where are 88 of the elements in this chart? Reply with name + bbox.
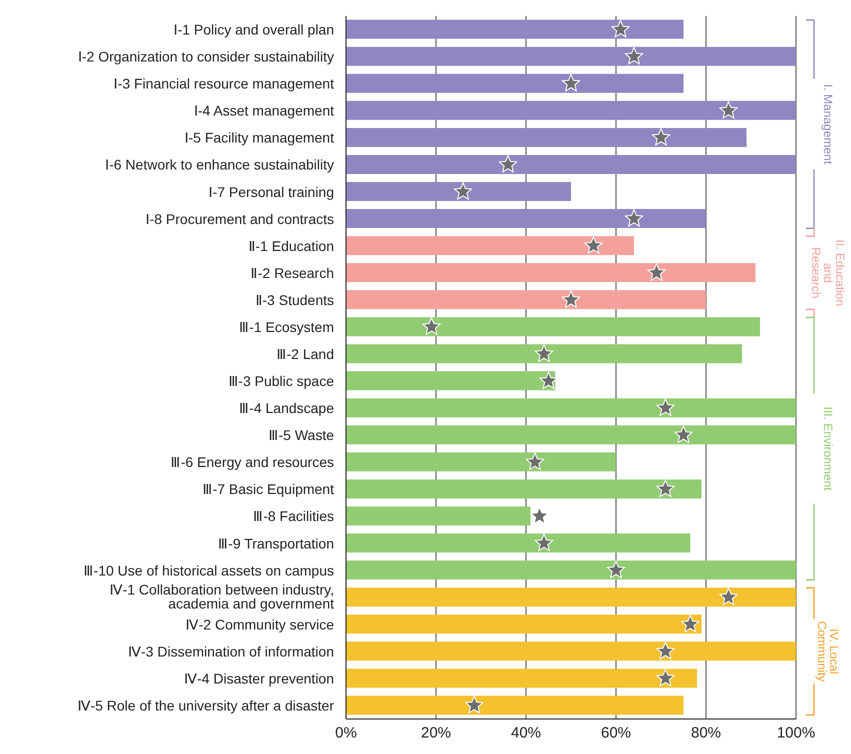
y-tick-label: Ⅲ-8 Facilities [253, 508, 334, 524]
y-tick-label: Ⅱ-3 Students [255, 292, 334, 308]
bar [346, 20, 684, 39]
point [647, 263, 666, 281]
point [606, 560, 626, 578]
y-tick-label: Ⅲ-3 Public space [228, 373, 334, 390]
y-tick-label: Ⅰ-4 Asset management [194, 102, 334, 119]
bar [346, 100, 796, 120]
bar [346, 696, 684, 715]
point [584, 236, 603, 254]
point [534, 534, 554, 552]
point [562, 74, 580, 92]
point [422, 317, 441, 335]
bar [346, 588, 796, 607]
x-tick-label: 0% [335, 724, 357, 742]
point [656, 398, 675, 416]
point [624, 209, 644, 227]
bar [346, 642, 796, 661]
bar [346, 560, 796, 580]
bar [346, 668, 697, 688]
bar [346, 317, 760, 336]
x-tick-label: 100% [776, 724, 816, 742]
bar [346, 263, 756, 282]
y-tick-label: Ⅳ-3 Dissemination of information [128, 643, 334, 660]
text: IV. Local Community [815, 621, 841, 682]
y-tick-label: Ⅲ-4 Landscape [239, 400, 334, 416]
point [562, 290, 580, 308]
point [539, 372, 558, 389]
bar [346, 534, 690, 553]
point [719, 101, 738, 118]
point [624, 47, 644, 64]
y-tick-label: Ⅰ-2 Organization to consider sustainability [78, 48, 334, 65]
point [681, 614, 700, 632]
y-tick-label: Ⅰ-8 Procurement and contracts [146, 210, 334, 227]
y-tick-label: Ⅱ-1 Education [248, 238, 334, 254]
bar [346, 128, 746, 147]
y-tick-label: Ⅲ-9 Transportation [218, 535, 334, 552]
bar [346, 452, 616, 472]
point [674, 426, 693, 443]
point [656, 642, 675, 660]
bar [346, 290, 706, 310]
bar [346, 209, 706, 228]
y-tick-label: Ⅳ-5 Role of the university after a disaster [77, 697, 334, 714]
bar [346, 182, 571, 202]
point [465, 696, 484, 714]
bar [346, 236, 634, 256]
text: III. Environment [821, 406, 835, 492]
text: I. Management [821, 84, 835, 165]
y-tick-label: Ⅰ-5 Facility management [184, 130, 334, 146]
point [656, 480, 675, 497]
point [719, 588, 738, 606]
bar [346, 371, 556, 390]
point [656, 668, 675, 686]
point [611, 20, 630, 38]
y-tick-label: Ⅰ-7 Personal training [208, 184, 334, 200]
y-tick-label: Ⅲ-6 Energy and resources [170, 454, 334, 470]
point [530, 506, 549, 524]
y-tick-label: Ⅲ-5 Waste [268, 427, 334, 444]
bar [346, 506, 530, 526]
bar [346, 344, 742, 364]
bar [346, 398, 796, 418]
point [454, 182, 472, 200]
x-tick-label: 60% [600, 724, 632, 742]
bar [346, 46, 796, 66]
bar [346, 425, 796, 444]
y-tick-label: Ⅰ-1 Policy and overall plan [174, 22, 334, 38]
y-tick-label: Ⅳ-2 Community service [186, 616, 334, 632]
y-tick-label: Ⅳ-1 Collaboration between industry, academia and government [110, 581, 334, 612]
point [534, 344, 554, 362]
x-tick-label: 40% [510, 724, 542, 742]
y-tick-label: Ⅲ-7 Basic Equipment [202, 481, 334, 498]
point [526, 452, 544, 470]
bar [346, 614, 702, 634]
y-tick-label: Ⅱ-2 Research [250, 264, 334, 281]
y-tick-label: Ⅲ-10 Use of historical assets on campus [84, 562, 334, 578]
y-tick-label: Ⅲ-1 Ecosystem [239, 318, 334, 335]
point [652, 128, 670, 146]
bar [346, 154, 796, 174]
text: II. Education and Research [809, 240, 847, 306]
y-tick-label: Ⅰ-6 Network to enhance sustainability [105, 156, 334, 173]
x-tick-label: 80% [690, 724, 722, 742]
bar [346, 74, 684, 93]
y-tick-label: Ⅰ-3 Financial resource management [114, 76, 334, 92]
point [498, 155, 518, 172]
y-tick-label: Ⅲ-2 Land [276, 346, 334, 362]
bar [346, 479, 702, 498]
y-tick-label: Ⅳ-4 Disaster prevention [184, 670, 334, 686]
x-tick-label: 20% [420, 724, 452, 742]
